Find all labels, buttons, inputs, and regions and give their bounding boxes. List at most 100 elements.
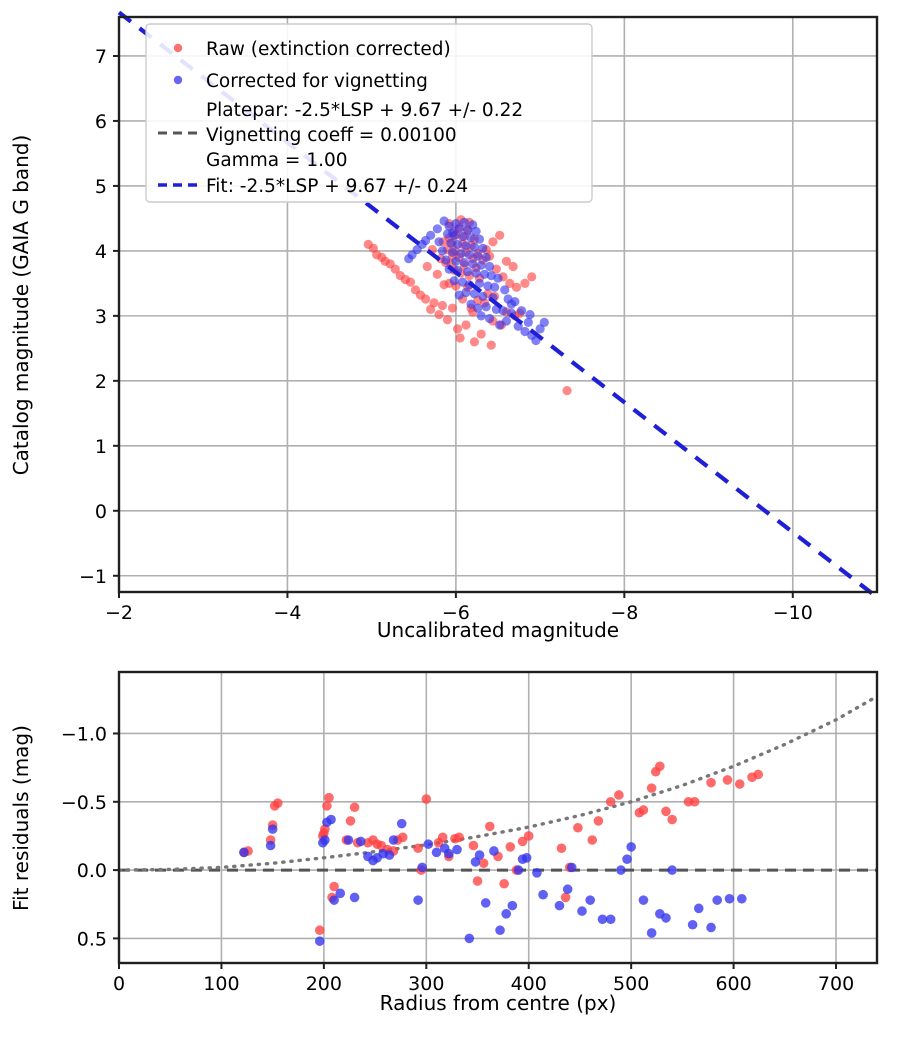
data-point (539, 317, 549, 327)
data-point (753, 769, 763, 780)
data-point (444, 848, 454, 859)
ytick-label: 7 (95, 46, 107, 68)
data-point (431, 847, 442, 858)
data-point (554, 900, 565, 911)
data-point (511, 282, 522, 292)
data-point (638, 805, 649, 815)
data-point (329, 895, 339, 905)
data-point (605, 914, 616, 925)
data-point (466, 233, 476, 243)
data-point (689, 796, 700, 807)
data-point (573, 822, 583, 833)
data-point (661, 913, 671, 923)
data-point (434, 309, 444, 320)
ytick-label: 0 (95, 501, 107, 523)
data-point (527, 272, 537, 282)
data-point (712, 895, 723, 905)
data-point (397, 832, 408, 843)
ytick-label: 4 (95, 241, 107, 263)
data-point (469, 289, 480, 299)
data-point (452, 324, 463, 334)
data-point (495, 230, 505, 240)
data-point (667, 865, 677, 875)
legend-background (145, 23, 593, 203)
legend-label-raw: Raw (extinction corrected) (206, 39, 451, 60)
data-point (495, 925, 505, 936)
data-point (239, 847, 249, 858)
data-point (488, 237, 498, 247)
xtick-label: −10 (773, 602, 813, 624)
data-point (538, 889, 548, 900)
data-point (562, 385, 572, 396)
bottom-xaxis-label: Radius from centre (px) (380, 991, 617, 1015)
data-point (442, 315, 453, 325)
data-point (456, 248, 466, 259)
data-point (410, 285, 421, 295)
series-corrected (239, 814, 747, 946)
data-point (468, 840, 479, 851)
data-point (520, 326, 530, 337)
data-point (455, 333, 465, 343)
data-point (469, 337, 480, 347)
fit-residuals-axes: 0 100 200 300 400 500 600 700 0.5 0.0 −0.5 −1.0 (61, 670, 879, 995)
data-point (736, 893, 747, 904)
data-point (349, 802, 360, 813)
data-point (384, 850, 395, 860)
data-point (501, 316, 512, 326)
data-point (525, 309, 535, 320)
data-point (447, 247, 458, 257)
data-point (446, 238, 456, 248)
ytick-label: −0.5 (61, 792, 107, 814)
data-point (432, 224, 442, 234)
data-point (481, 252, 491, 262)
data-point (655, 761, 665, 772)
data-point (478, 858, 489, 869)
data-point (461, 241, 471, 251)
data-point (505, 278, 515, 288)
data-point (585, 895, 595, 905)
data-point (413, 843, 423, 854)
data-point (459, 257, 469, 268)
data-point (363, 239, 373, 250)
data-point (355, 836, 366, 847)
data-point (474, 278, 485, 288)
data-point (468, 220, 478, 230)
data-point (523, 831, 534, 841)
data-point (404, 254, 414, 264)
ytick-label: 0.0 (77, 860, 107, 882)
vignetting-model-curve (117, 697, 874, 872)
data-point (396, 818, 407, 829)
legend-marker-corrected-icon (173, 75, 183, 85)
data-point (459, 217, 469, 227)
data-point (722, 775, 733, 785)
data-point (451, 256, 461, 266)
data-point (326, 814, 336, 825)
ytick-label: 6 (95, 111, 107, 133)
data-point (532, 868, 542, 878)
data-point (605, 796, 616, 807)
data-point (556, 843, 567, 854)
data-point (447, 303, 458, 313)
top-xaxis-label: Uncalibrated magnitude (377, 618, 619, 642)
data-point (464, 933, 475, 944)
data-point (314, 925, 325, 936)
data-point (501, 256, 512, 266)
data-point (484, 261, 495, 272)
xtick-label: −2 (105, 602, 133, 624)
xtick-label: 300 (408, 973, 444, 995)
data-point (501, 909, 511, 919)
xtick-label: −6 (442, 602, 470, 624)
data-point (454, 832, 464, 843)
data-point (439, 216, 449, 226)
axes-frame (117, 670, 879, 965)
data-point (478, 243, 488, 253)
data-point (463, 267, 473, 277)
data-point (646, 928, 657, 938)
data-point (479, 269, 490, 279)
top-yaxis-label: Catalog magnitude (GAIA G band) (9, 135, 33, 476)
data-point (476, 260, 486, 270)
xtick-label: 600 (715, 973, 751, 995)
data-point (517, 836, 528, 847)
data-point (320, 835, 330, 845)
